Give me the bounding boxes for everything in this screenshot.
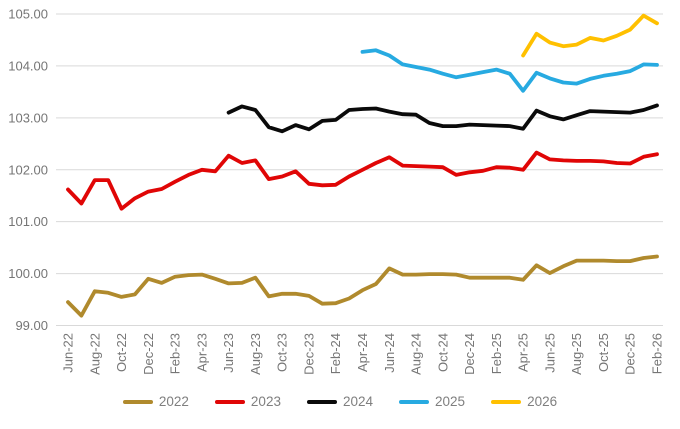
x-axis-tick-label: Dec-23 bbox=[301, 333, 316, 375]
y-axis-tick-label: 99.00 bbox=[15, 318, 48, 333]
legend-item-2026[interactable]: 2026 bbox=[491, 395, 557, 409]
series-line-2026[interactable] bbox=[521, 13, 659, 58]
x-axis-tick-label: Oct-24 bbox=[435, 333, 450, 372]
series-line-2023[interactable] bbox=[66, 150, 659, 211]
x-axis-tick-label: Feb-25 bbox=[489, 333, 504, 374]
legend-swatch-2025 bbox=[399, 399, 430, 404]
legend-item-2024[interactable]: 2024 bbox=[306, 394, 374, 409]
x-axis-tick-label: Dec-24 bbox=[462, 333, 477, 375]
y-axis-tick-label: 103.00 bbox=[8, 110, 48, 125]
x-axis-tick-label: Feb-26 bbox=[650, 333, 665, 374]
legend-label: 2026 bbox=[527, 394, 558, 409]
x-axis-tick-label: Dec-25 bbox=[623, 333, 638, 375]
x-axis-tick-label: Jun-22 bbox=[61, 333, 76, 373]
x-axis-tick-label: Aug-23 bbox=[248, 333, 263, 375]
legend-swatch-2026 bbox=[491, 399, 522, 404]
y-axis-tick-label: 102.00 bbox=[8, 162, 48, 177]
x-axis-tick-label: Aug-24 bbox=[409, 333, 424, 375]
legend-item-2025[interactable]: 2025 bbox=[399, 395, 465, 409]
x-axis-tick-label: Aug-25 bbox=[569, 333, 584, 375]
legend-swatch-2023 bbox=[214, 399, 245, 404]
legend-label: 2025 bbox=[435, 394, 466, 409]
series-line-2024[interactable] bbox=[226, 103, 659, 134]
y-axis-tick-label: 100.00 bbox=[8, 266, 48, 281]
x-axis-tick-label: Jun-23 bbox=[221, 333, 236, 373]
series-line-2022[interactable] bbox=[66, 254, 659, 318]
legend-item-2022[interactable]: 2022 bbox=[122, 394, 189, 409]
legend: 2022 2023 2024 2025 2026 bbox=[0, 395, 680, 409]
y-axis-tick-label: 104.00 bbox=[8, 58, 48, 73]
x-axis-tick-label: Aug-22 bbox=[87, 333, 102, 375]
legend-item-2023[interactable]: 2023 bbox=[214, 394, 281, 409]
x-axis-tick-label: Jun-24 bbox=[382, 333, 397, 373]
legend-label: 2024 bbox=[342, 394, 374, 409]
x-axis-tick-label: Oct-22 bbox=[114, 333, 129, 372]
x-axis-tick-label: Jun-25 bbox=[542, 333, 557, 373]
x-axis-tick-label: Dec-22 bbox=[141, 333, 156, 375]
legend-label: 2022 bbox=[158, 394, 189, 409]
x-axis-tick-label: Apr-23 bbox=[194, 333, 209, 372]
legend-swatch-2024 bbox=[306, 399, 337, 404]
x-axis-tick-label: Apr-25 bbox=[516, 333, 531, 372]
series-line-2025[interactable] bbox=[360, 48, 659, 93]
legend-swatch-2022 bbox=[122, 399, 153, 404]
y-axis-tick-label: 101.00 bbox=[8, 214, 48, 229]
x-axis-tick-label: Oct-25 bbox=[596, 333, 611, 372]
y-axis-tick-label: 105.00 bbox=[8, 7, 48, 22]
x-axis-tick-label: Feb-24 bbox=[328, 333, 343, 374]
x-axis-tick-label: Oct-23 bbox=[275, 333, 290, 372]
x-axis-tick-label: Apr-24 bbox=[355, 333, 370, 372]
legend-label: 2023 bbox=[250, 394, 281, 409]
x-axis-tick-label: Feb-23 bbox=[168, 333, 183, 374]
